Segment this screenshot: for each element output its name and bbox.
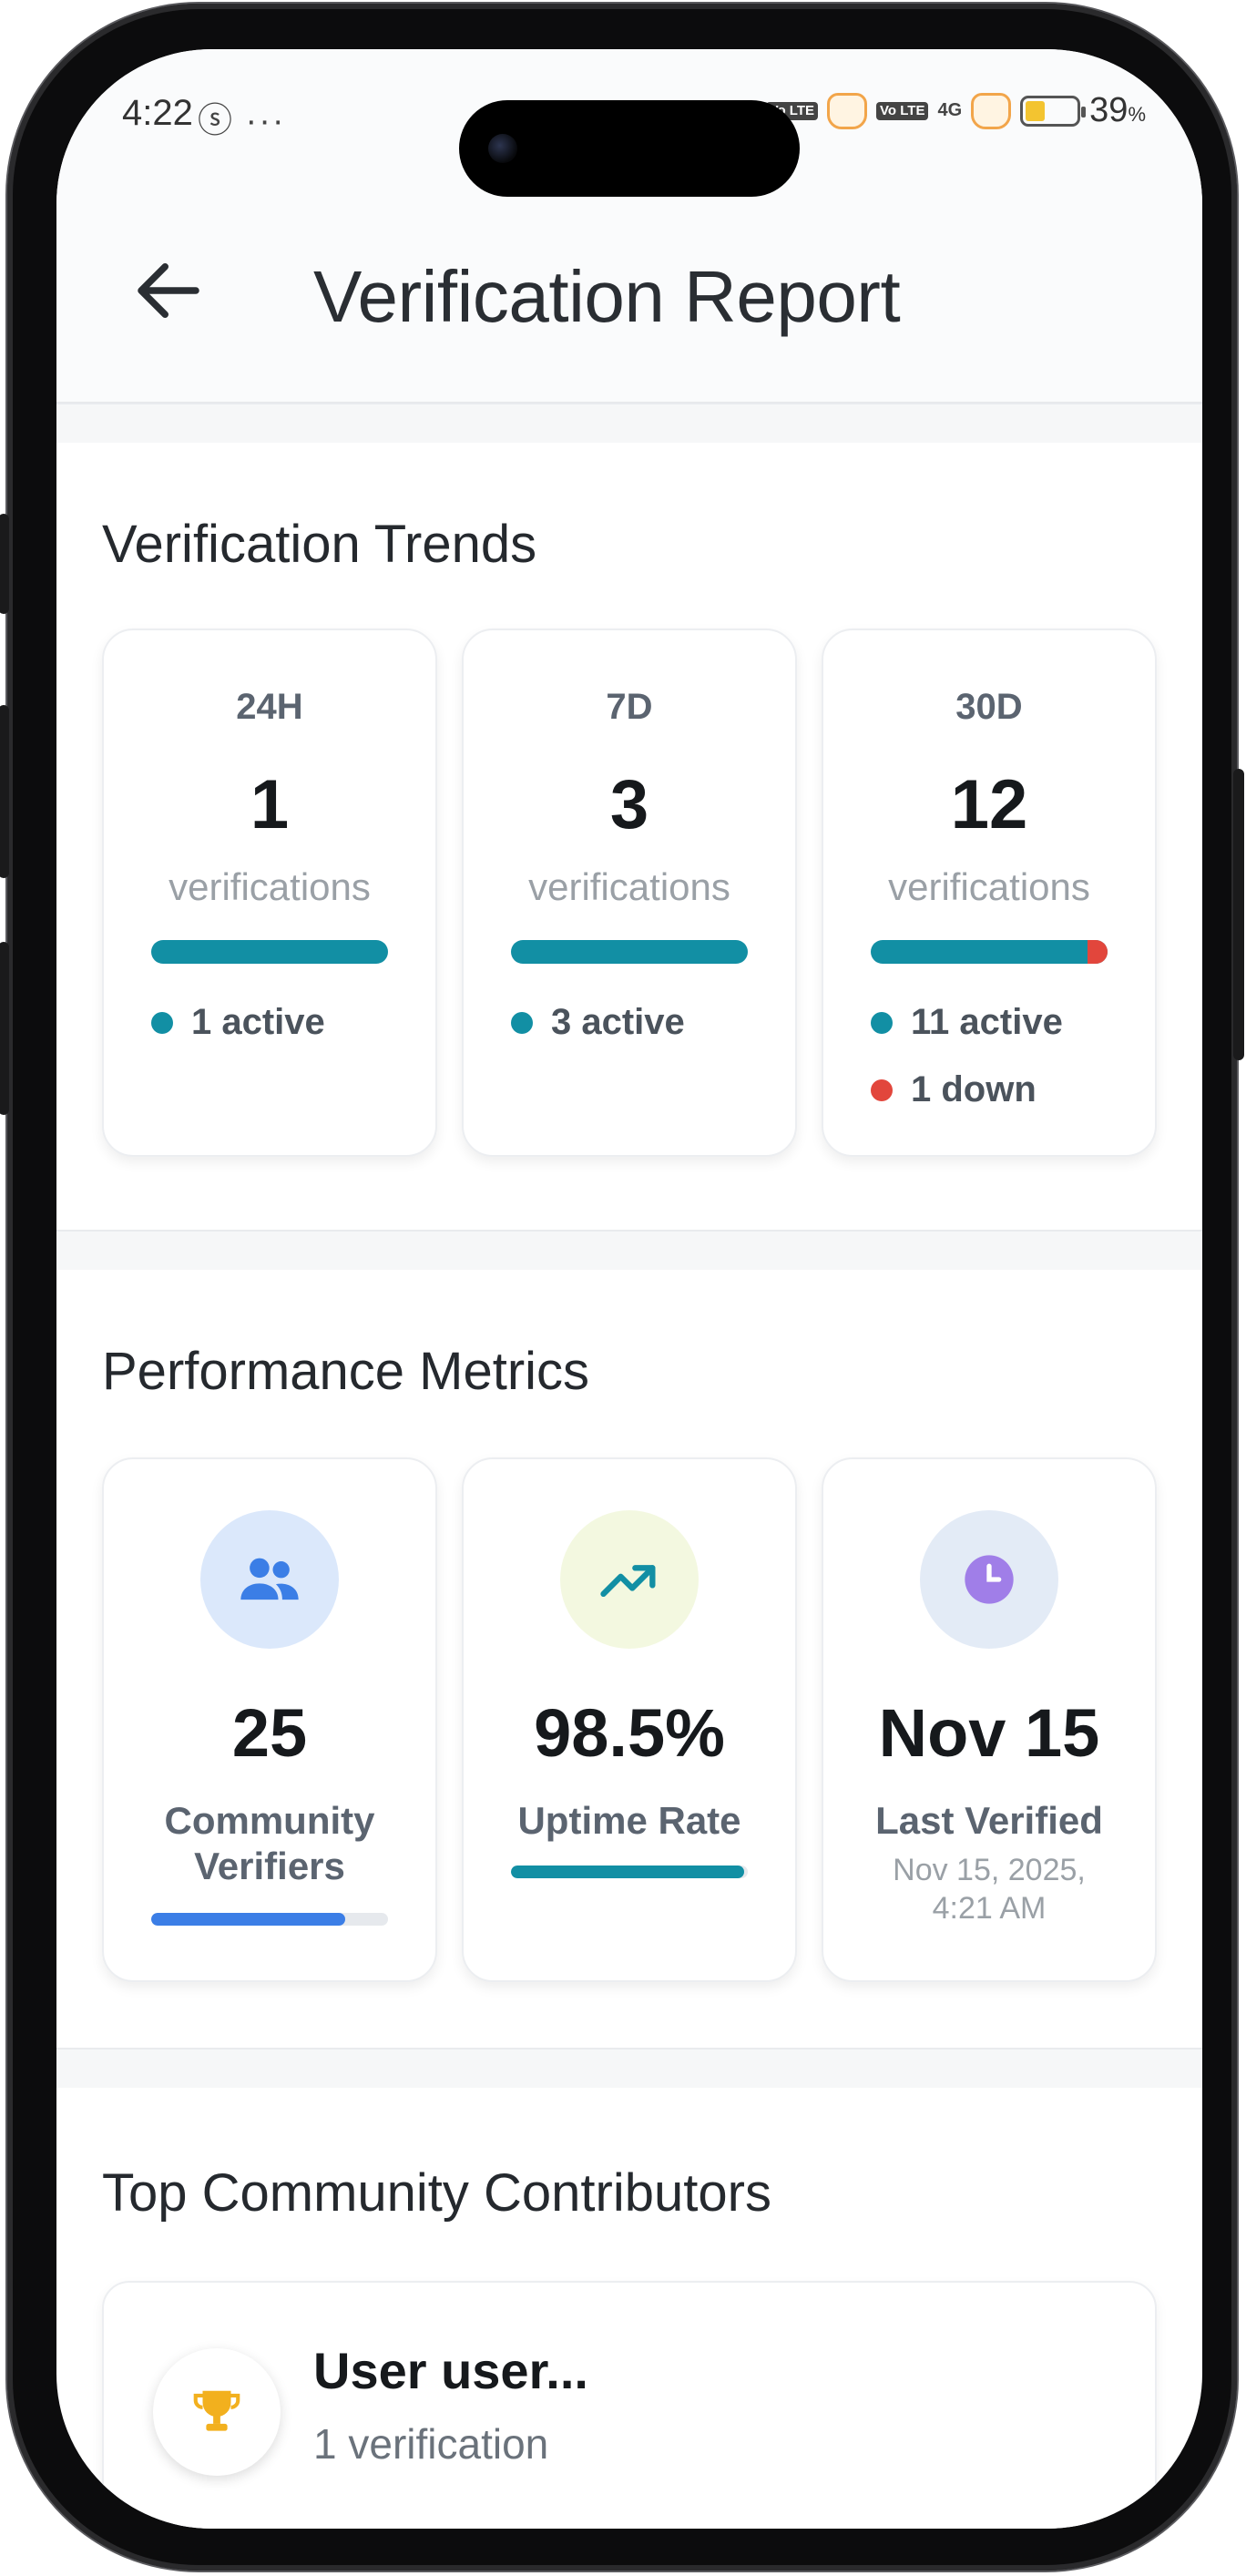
front-camera bbox=[488, 134, 517, 163]
section-divider bbox=[56, 403, 1202, 443]
trend-period: 24H bbox=[236, 687, 303, 727]
section-divider bbox=[56, 1230, 1202, 1270]
app-header: Verification Report bbox=[56, 195, 1202, 404]
section-title-performance: Performance Metrics bbox=[102, 1342, 590, 1401]
metric-value: Nov 15 bbox=[878, 1695, 1100, 1771]
trending-up-icon bbox=[560, 1510, 699, 1649]
screen: 4:22 ⓢ ··· ◔ Vo LTE Vo LTE 4G 39% bbox=[56, 49, 1202, 2529]
trend-period: 7D bbox=[606, 687, 653, 727]
metric-label: Uptime Rate bbox=[517, 1799, 741, 1842]
users-icon bbox=[200, 1510, 339, 1649]
volume-up-button bbox=[0, 705, 9, 878]
trend-period: 30D bbox=[955, 687, 1023, 727]
active-dot-icon bbox=[871, 1011, 893, 1034]
trend-bar bbox=[871, 940, 1108, 964]
verifiers-progress bbox=[151, 1913, 388, 1926]
section-title-trends: Verification Trends bbox=[102, 515, 537, 574]
trend-bar bbox=[151, 940, 388, 964]
trend-unit: verifications bbox=[528, 865, 730, 908]
legend-active: 11 active bbox=[871, 1002, 1063, 1043]
progress-fill bbox=[151, 1913, 346, 1926]
trend-unit: verifications bbox=[888, 865, 1090, 908]
trend-card-30d[interactable]: 30D 12 verifications 11 active 1 down bbox=[822, 629, 1157, 1157]
down-dot-icon bbox=[871, 1078, 893, 1101]
metric-card-verifiers[interactable]: 25 Community Verifiers bbox=[102, 1457, 437, 1982]
volume-down-button bbox=[0, 942, 9, 1115]
power-button bbox=[1233, 769, 1244, 1060]
trend-card-24h[interactable]: 24H 1 verifications 1 active bbox=[102, 629, 437, 1157]
trend-unit: verifications bbox=[169, 865, 371, 908]
progress-fill bbox=[511, 1866, 745, 1878]
trend-bar bbox=[511, 940, 748, 964]
sim-cat-icon-2 bbox=[971, 92, 1012, 129]
metric-value: 98.5% bbox=[534, 1695, 725, 1771]
contributor-name: User user... bbox=[313, 2342, 588, 2399]
trend-card-7d[interactable]: 7D 3 verifications 3 active bbox=[462, 629, 797, 1157]
page-title: Verification Report bbox=[313, 256, 901, 337]
legend-active: 1 active bbox=[151, 1002, 325, 1043]
trend-count: 12 bbox=[950, 766, 1028, 843]
trophy-icon bbox=[153, 2348, 281, 2476]
status-time: 4:22 bbox=[122, 93, 193, 133]
legend-active: 3 active bbox=[511, 1002, 685, 1043]
metric-card-last-verified[interactable]: Nov 15 Last Verified Nov 15, 2025, 4:21 … bbox=[822, 1457, 1157, 1982]
trend-count: 1 bbox=[250, 766, 290, 843]
sim-cat-icon bbox=[827, 92, 868, 129]
dynamic-island bbox=[459, 100, 800, 197]
trend-count: 3 bbox=[609, 766, 649, 843]
back-button[interactable] bbox=[128, 250, 209, 332]
legend-down: 1 down bbox=[871, 1069, 1037, 1110]
phone-frame: 4:22 ⓢ ··· ◔ Vo LTE Vo LTE 4G 39% bbox=[0, 4, 1244, 2571]
metric-card-uptime[interactable]: 98.5% Uptime Rate bbox=[462, 1457, 797, 1982]
battery-fill bbox=[1026, 100, 1046, 121]
metric-label: Last Verified bbox=[875, 1799, 1103, 1842]
clock-icon bbox=[920, 1510, 1058, 1649]
uptime-progress bbox=[511, 1866, 748, 1878]
battery-icon bbox=[1020, 95, 1087, 127]
section-title-contributors: Top Community Contributors bbox=[102, 2163, 771, 2223]
status-right-icons: ◔ Vo LTE Vo LTE 4G 39% bbox=[738, 91, 1146, 130]
contributor-count: 1 verification bbox=[313, 2420, 549, 2468]
section-divider bbox=[56, 2048, 1202, 2088]
metric-label: Community Verifiers bbox=[164, 1799, 375, 1887]
contributor-item[interactable]: User user... 1 verification bbox=[102, 2281, 1157, 2529]
last-verified-datetime: Nov 15, 2025, 4:21 AM bbox=[893, 1853, 1086, 1926]
arrow-left-icon bbox=[138, 263, 199, 318]
active-dot-icon bbox=[151, 1011, 173, 1034]
battery-percent: 39% bbox=[1089, 91, 1146, 129]
active-dot-icon bbox=[511, 1011, 533, 1034]
volte-badge-2: Vo LTE bbox=[876, 101, 929, 120]
notification-icons: ⓢ ··· bbox=[198, 102, 286, 140]
trend-bar-down-segment bbox=[1088, 940, 1108, 964]
metric-value: 25 bbox=[231, 1695, 308, 1771]
network-type: 4G bbox=[937, 100, 963, 120]
action-button bbox=[0, 514, 9, 614]
